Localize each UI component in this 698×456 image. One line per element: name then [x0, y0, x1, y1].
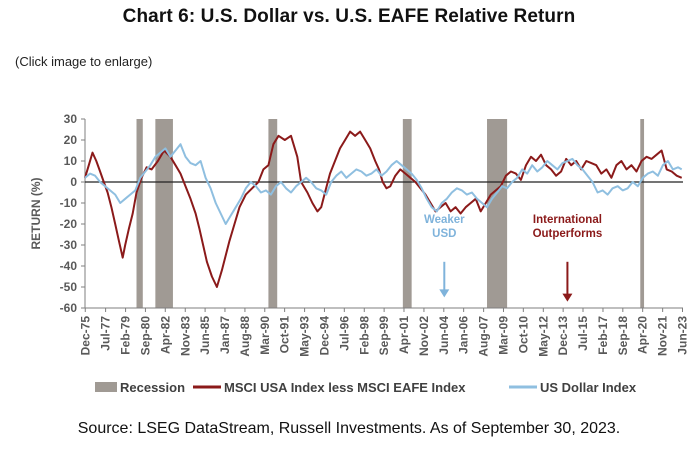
- msci-relative-return-line: [84, 130, 683, 288]
- annotation-arrowhead: [439, 289, 450, 298]
- chart-series: [84, 130, 683, 288]
- x-tick-label: Jul-96: [337, 316, 351, 351]
- x-tick-label: Apr-01: [397, 316, 411, 354]
- y-tick-label: -50: [60, 280, 78, 294]
- y-tick-label: -10: [60, 196, 78, 210]
- legend-label-recession: Recession: [120, 380, 185, 395]
- x-tick-label: Aug-88: [238, 316, 252, 357]
- x-tick-label: Jul-15: [576, 316, 590, 351]
- x-tick-label: Feb-17: [596, 316, 610, 355]
- x-tick-label: Jun-23: [675, 316, 689, 355]
- y-tick-label: 10: [64, 154, 78, 168]
- y-tick-label: -30: [60, 238, 78, 252]
- legend-swatch-recession: [95, 382, 117, 392]
- x-tick-label: Jun-04: [437, 316, 451, 355]
- y-tick-label: 20: [64, 133, 78, 147]
- x-tick-label: Sep-80: [138, 316, 152, 356]
- relative-return-chart: 30 20 10 0 -10 -20 -30 -40 -50 -60 RETURN (%) Dec-7…: [29, 112, 689, 395]
- y-tick-label: 0: [70, 175, 77, 189]
- y-tick-label: -60: [60, 301, 78, 315]
- chart-legend: Recession MSCI USA Index less MSCI EAFE I…: [95, 380, 637, 395]
- x-tick-label: Nov-21: [656, 316, 670, 356]
- source-note: Source: LSEG DataStream, Russell Investm…: [77, 420, 621, 437]
- x-tick-label: May-12: [536, 316, 550, 357]
- x-tick-label: Sep-18: [616, 316, 630, 356]
- x-tick-label: Apr-20: [636, 316, 650, 354]
- x-tick-label: Aug-07: [477, 316, 491, 357]
- annotation-text: Weaker: [424, 214, 465, 226]
- x-tick-label: May-93: [298, 316, 312, 357]
- enlarge-note[interactable]: (Click image to enlarge): [15, 54, 153, 69]
- x-tick-label: Sep-99: [377, 316, 391, 356]
- legend-label-usd: US Dollar Index: [540, 380, 637, 395]
- x-tick-label: Feb-79: [119, 316, 133, 355]
- x-tick-label: Mar-09: [496, 316, 510, 355]
- x-tick-label: Oct-10: [516, 316, 530, 354]
- annotation-text: Outperforms: [533, 228, 603, 240]
- annotation-text: USD: [432, 228, 456, 240]
- x-tick-label: Dec-13: [556, 316, 570, 356]
- y-tick-label: -40: [60, 259, 78, 273]
- x-tick-label: Jan-87: [218, 316, 232, 354]
- y-tick-label: -20: [60, 217, 78, 231]
- x-tick-label: Dec-94: [317, 316, 331, 356]
- recession-band: [487, 119, 508, 308]
- x-tick-label: Jun-85: [198, 316, 212, 355]
- annotation-text: International: [533, 214, 602, 226]
- x-tick-label: Oct-91: [278, 316, 292, 354]
- x-tick-label: Mar-90: [258, 316, 272, 355]
- x-tick-label: Nov-83: [178, 316, 192, 356]
- x-tick-label: Dec-75: [78, 316, 92, 356]
- chart-title: Chart 6: U.S. Dollar vs. U.S. EAFE Relat…: [122, 6, 576, 27]
- x-tick-label: Jan-06: [457, 316, 471, 354]
- x-tick-label: Feb-98: [357, 316, 371, 355]
- x-tick-label: Apr-82: [158, 316, 172, 354]
- recession-band: [155, 119, 173, 308]
- annotation-arrowhead: [562, 293, 573, 302]
- recession-band: [136, 119, 143, 308]
- x-tick-label: Nov-02: [417, 316, 431, 356]
- us-dollar-index-line: [84, 143, 683, 225]
- recession-band: [640, 119, 645, 308]
- legend-label-msci: MSCI USA Index less MSCI EAFE Index: [224, 380, 466, 395]
- y-tick-label: 30: [64, 112, 78, 126]
- recession-band: [268, 119, 278, 308]
- x-tick-label: Jul-77: [99, 316, 113, 351]
- recession-bands: [136, 119, 645, 308]
- chart-annotations: Weaker USD International Outperforms: [424, 214, 602, 302]
- y-axis-label: RETURN (%): [29, 178, 43, 250]
- recession-band: [402, 119, 412, 308]
